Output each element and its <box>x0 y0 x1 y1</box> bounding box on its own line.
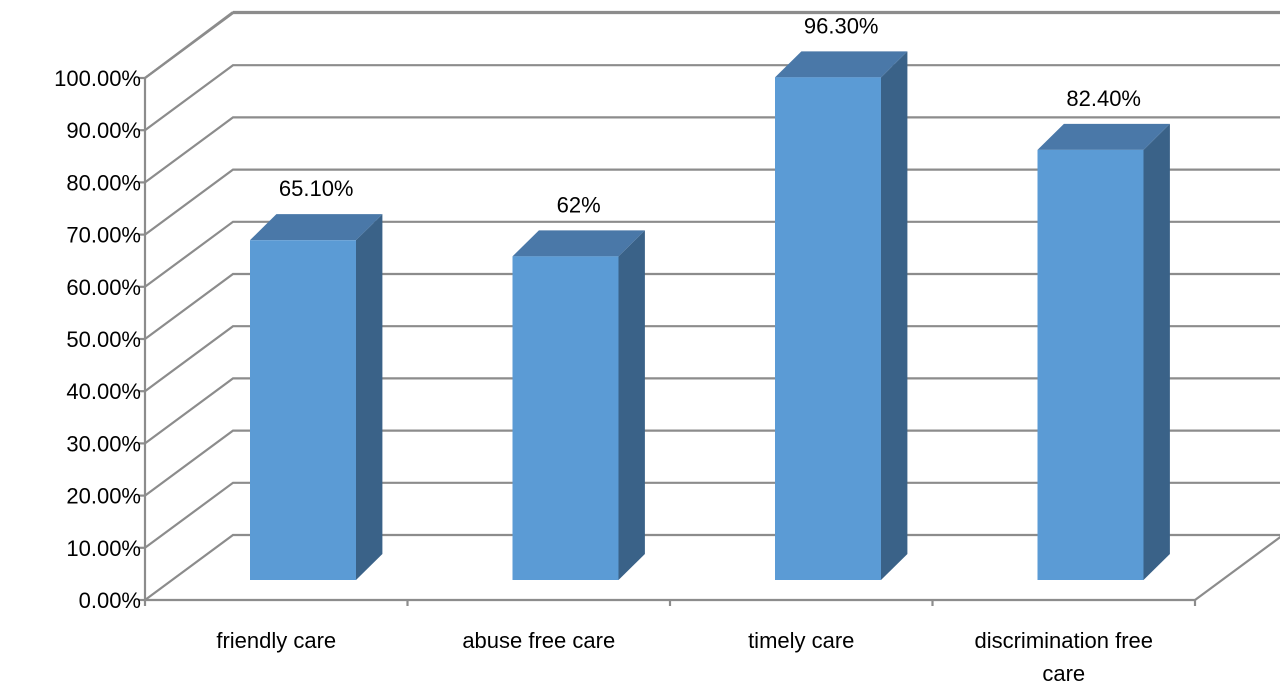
floor-right-edge <box>1194 535 1280 601</box>
bar-top <box>775 51 908 78</box>
bar-top <box>512 230 645 257</box>
y-tick-label: 80.00% <box>66 170 141 195</box>
y-tick-label: 90.00% <box>66 118 141 143</box>
data-label: 65.10% <box>279 176 354 201</box>
grid-layer <box>144 10 1280 601</box>
bar-front <box>1037 149 1144 580</box>
bar-front <box>250 240 356 581</box>
gridline <box>144 533 1280 601</box>
bar <box>1037 123 1170 580</box>
x-tick-label: friendly care <box>216 628 336 653</box>
x-tick-label: discrimination free <box>974 628 1153 653</box>
data-label: 82.40% <box>1066 86 1141 111</box>
gridline <box>144 429 1280 497</box>
gridline <box>144 168 1280 236</box>
x-tick-label: care <box>1042 661 1085 685</box>
y-tick-label: 20.00% <box>66 484 141 509</box>
data-label: 62% <box>557 192 601 217</box>
gridline <box>144 325 1280 393</box>
y-tick-label: 0.00% <box>79 588 141 613</box>
gridline <box>144 481 1280 549</box>
y-tick-label: 50.00% <box>66 327 141 352</box>
y-tick-label: 100.00% <box>54 66 141 91</box>
side-wall-top-edge <box>144 11 234 79</box>
y-tick-label: 10.00% <box>66 536 141 561</box>
bar-top <box>250 214 383 241</box>
bar-layer <box>250 51 1170 581</box>
y-tick-label: 70.00% <box>66 223 141 248</box>
axis-layer <box>139 76 1280 606</box>
bar <box>775 51 908 581</box>
y-tick-label: 60.00% <box>66 275 141 300</box>
bar-front <box>775 77 881 581</box>
gridline <box>144 272 1280 340</box>
bar-side <box>881 51 908 580</box>
bar <box>512 230 645 581</box>
data-label: 96.30% <box>804 13 879 38</box>
label-layer: 0.00% 10.00% 20.00% 30.00% 40.00% 50.00% 60.00… <box>54 13 1153 685</box>
gridline <box>144 220 1280 288</box>
gridline <box>144 377 1280 445</box>
gridline <box>144 11 1280 79</box>
bar-front <box>512 256 619 580</box>
bar-top <box>1037 123 1170 150</box>
bar <box>250 214 383 581</box>
y-tick-label: 40.00% <box>66 379 141 404</box>
x-tick-label: abuse free care <box>462 628 615 653</box>
bar-side <box>618 230 645 581</box>
gridline <box>144 116 1280 184</box>
bar-side <box>356 214 383 581</box>
gridline <box>144 64 1280 132</box>
bar-side <box>1143 123 1170 580</box>
y-tick-label: 30.00% <box>66 431 141 456</box>
x-tick-label: timely care <box>748 628 854 653</box>
